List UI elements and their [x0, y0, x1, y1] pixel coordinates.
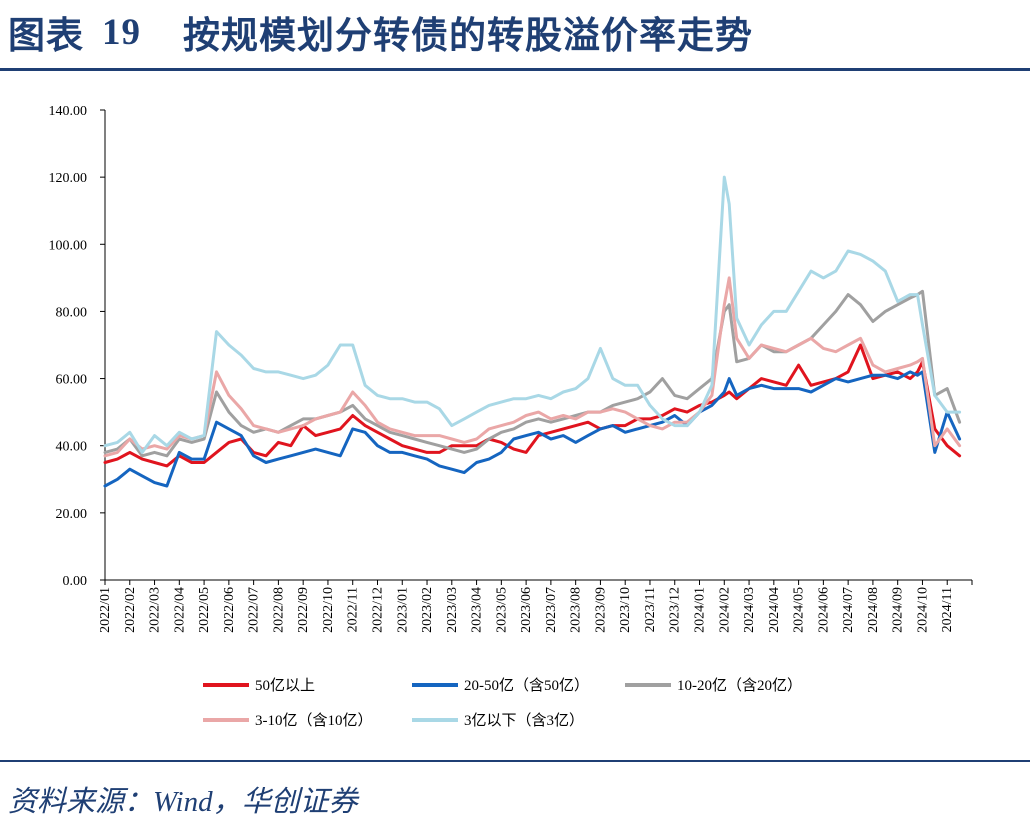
chart-axes: 0.00 20.00 40.00 60.00 80.00 100.00 120.00 140.…	[49, 104, 973, 633]
figure-title-text: 按规模划分转债的转股溢价率走势	[183, 16, 753, 57]
x-tick-label: 2022/04	[172, 587, 187, 633]
legend-label-5: 3亿以下（含3亿）	[464, 712, 584, 729]
series-line-2	[103, 370, 962, 488]
x-tick-label: 2024/02	[717, 587, 732, 633]
x-tick-label: 2024/08	[866, 587, 881, 633]
figure-title: 图表 19 按规模划分转债的转股溢价率走势	[8, 4, 753, 60]
y-tick-label: 120.00	[49, 171, 88, 186]
line-chart: 0.00 20.00 40.00 60.00 80.00 100.00 120.00 140.…	[49, 104, 973, 729]
figure-label: 图表	[8, 16, 84, 57]
chart-series	[103, 175, 962, 488]
x-tick-label: 2022/07	[247, 587, 262, 633]
x-tick-label: 2022/06	[222, 587, 237, 633]
x-tick-label: 2023/07	[544, 587, 559, 633]
x-tick-label: 2023/04	[470, 587, 485, 633]
x-tick-label: 2024/01	[693, 587, 708, 633]
x-tick-label: 2024/09	[891, 587, 906, 633]
x-tick-label: 2023/10	[618, 587, 633, 633]
source-note: 资料来源：Wind，华创证券	[8, 786, 358, 818]
x-tick-label: 2022/03	[148, 587, 163, 633]
x-tick-label: 2022/09	[296, 587, 311, 633]
legend-label-3: 10-20亿（含20亿）	[677, 677, 802, 694]
y-tick-label: 140.00	[49, 104, 88, 119]
x-tick-label: 2024/10	[915, 587, 930, 633]
series-line-5	[103, 175, 962, 454]
series-line-3	[103, 289, 962, 458]
x-tick-label: 2024/04	[767, 587, 782, 633]
x-tick-label: 2023/05	[494, 587, 509, 633]
source-rule	[0, 760, 1030, 762]
x-tick-label: 2022/01	[98, 587, 113, 633]
x-tick-label: 2023/11	[643, 587, 658, 632]
x-tick-label: 2023/06	[519, 587, 534, 633]
x-tick-label: 2024/03	[742, 587, 757, 633]
x-tick-label: 2023/03	[445, 587, 460, 633]
figure-number: 19	[102, 11, 141, 53]
x-tick-label: 2022/05	[197, 587, 212, 633]
x-tick-label: 2023/02	[420, 587, 435, 633]
x-tick-label: 2022/08	[271, 587, 286, 633]
x-tick-label: 2023/09	[593, 587, 608, 633]
x-tick-label: 2023/01	[395, 587, 410, 633]
series-line-1	[103, 343, 962, 468]
y-tick-label: 0.00	[63, 574, 88, 589]
x-tick-label: 2022/12	[370, 587, 385, 633]
y-tick-label: 40.00	[56, 440, 88, 455]
legend-label-4: 3-10亿（含10亿）	[255, 712, 373, 729]
x-tick-label: 2022/11	[346, 587, 361, 632]
x-tick-label: 2022/02	[123, 587, 138, 633]
x-tick-label: 2023/08	[569, 587, 584, 633]
series-line-4	[103, 276, 962, 458]
x-tick-label: 2024/06	[816, 587, 831, 633]
x-tick-label: 2024/11	[940, 587, 955, 632]
y-tick-label: 80.00	[56, 305, 88, 320]
y-tick-label: 100.00	[49, 238, 88, 253]
x-tick-label: 2023/12	[668, 587, 683, 633]
legend-label-1: 50亿以上	[255, 677, 315, 694]
y-tick-label: 60.00	[56, 373, 88, 388]
title-rule	[0, 68, 1030, 71]
y-tick-label: 20.00	[56, 507, 88, 522]
x-tick-label: 2024/07	[841, 587, 856, 633]
chart-legend: 50亿以上 20-50亿（含50亿） 10-20亿（含20亿） 3-10亿（含10亿）…	[203, 677, 802, 729]
x-tick-label: 2022/10	[321, 587, 336, 633]
legend-label-2: 20-50亿（含50亿）	[464, 677, 589, 694]
x-tick-label: 2024/05	[792, 587, 807, 633]
